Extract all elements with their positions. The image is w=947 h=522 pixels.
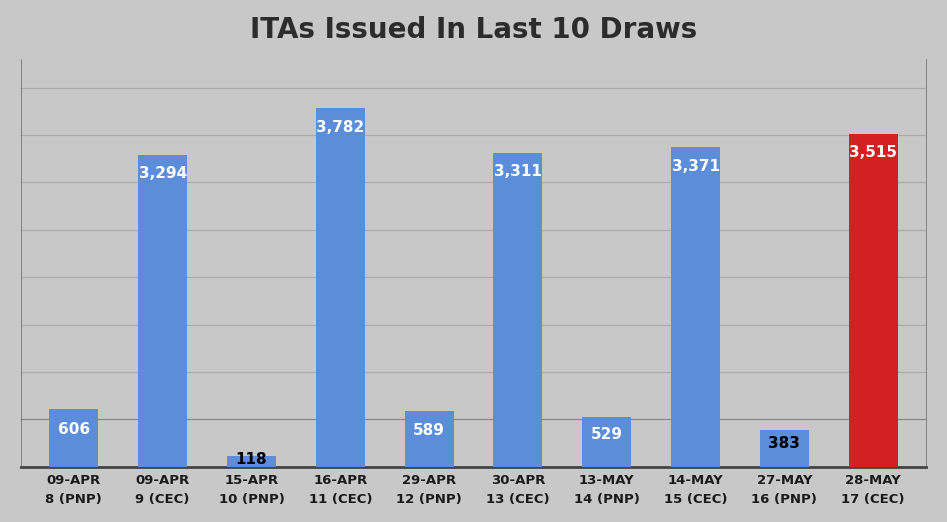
Bar	[227, 456, 276, 467]
Bar	[582, 417, 631, 467]
Text: 3,311: 3,311	[494, 164, 542, 179]
Text: 589: 589	[413, 423, 445, 438]
Bar	[49, 409, 98, 467]
Text: 3,371: 3,371	[671, 159, 720, 174]
Bar	[404, 411, 454, 467]
Text: 383: 383	[768, 436, 800, 450]
Title: ITAs Issued In Last 10 Draws: ITAs Issued In Last 10 Draws	[250, 16, 697, 44]
Bar	[849, 134, 898, 467]
Text: 529: 529	[591, 426, 623, 442]
Bar	[671, 147, 720, 467]
Text: 3,782: 3,782	[316, 120, 365, 135]
Bar	[138, 155, 188, 467]
Bar	[493, 153, 543, 467]
Bar	[316, 108, 365, 467]
Bar	[759, 431, 809, 467]
Text: 3,294: 3,294	[138, 166, 187, 181]
Text: 3,515: 3,515	[849, 145, 897, 160]
Text: 606: 606	[58, 422, 90, 437]
Text: 118: 118	[236, 452, 267, 467]
